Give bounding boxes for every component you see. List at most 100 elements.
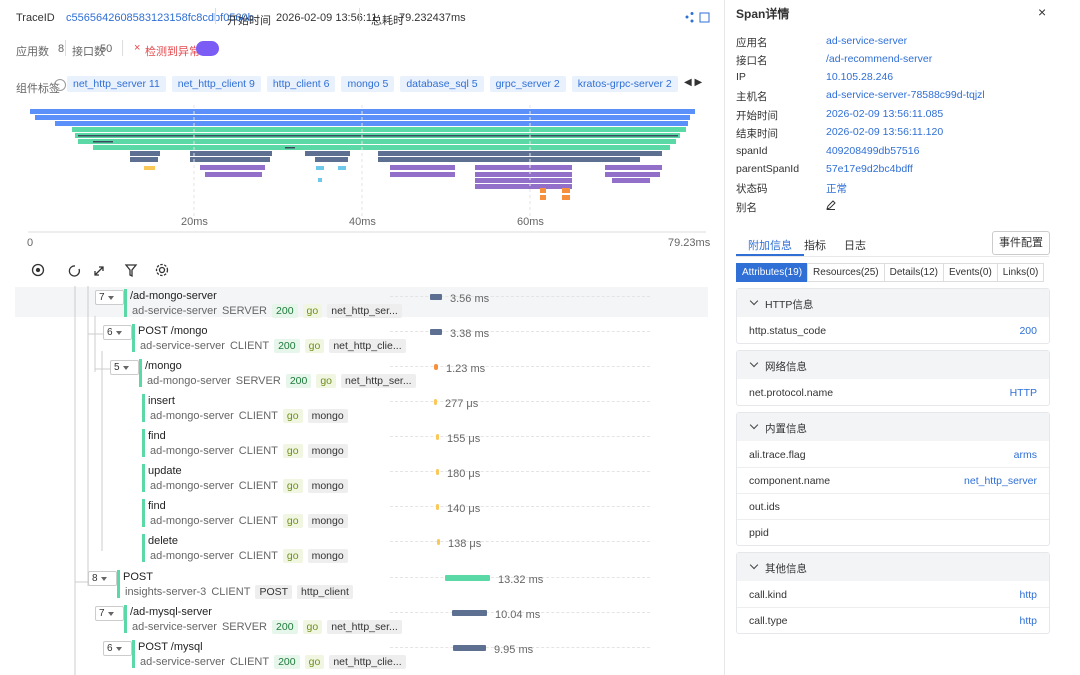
- span-bar-marker: [132, 324, 135, 352]
- tab[interactable]: 指标: [804, 240, 826, 252]
- subtab[interactable]: Attributes(19): [736, 263, 809, 282]
- span-name[interactable]: /ad-mongo-server: [130, 290, 217, 302]
- subtab[interactable]: Details(12): [883, 263, 944, 282]
- status-tag: 200: [274, 655, 300, 669]
- detail-title: Span详情: [736, 7, 790, 21]
- span-bar-marker: [142, 394, 145, 422]
- collapse-toggle[interactable]: 6: [103, 325, 132, 340]
- collapse-toggle[interactable]: 7: [95, 290, 124, 305]
- component-tag[interactable]: mongo 5: [341, 76, 395, 92]
- attr-key: ppid: [749, 527, 769, 539]
- kind: CLIENT: [229, 340, 270, 352]
- attr-value: arms: [1013, 449, 1037, 461]
- span-meta: ad-service-server CLIENT 200 go net_http_cli…: [140, 339, 411, 353]
- trace-label: TraceID: [16, 12, 55, 24]
- component-tag[interactable]: net_http_server 11: [67, 76, 166, 92]
- subtab[interactable]: Events(0): [942, 263, 998, 282]
- tab-line: [736, 256, 1049, 257]
- edit-icon[interactable]: [826, 200, 836, 210]
- row-divider: [737, 467, 1049, 468]
- section-header[interactable]: 网络信息: [737, 351, 1049, 379]
- field-label: 开始时间: [736, 110, 778, 122]
- field-label: IP: [736, 71, 746, 83]
- attr-key: out.ids: [749, 501, 780, 513]
- kind: CLIENT: [238, 410, 278, 422]
- attr-key: call.kind: [749, 589, 787, 601]
- subtab[interactable]: Resources(25): [807, 263, 885, 282]
- span-bar-marker: [124, 289, 127, 317]
- subtab[interactable]: Links(0): [996, 263, 1045, 282]
- section-header[interactable]: 其他信息: [737, 553, 1049, 581]
- collapse-toggle[interactable]: 7: [95, 606, 124, 621]
- section-header[interactable]: 内置信息: [737, 413, 1049, 441]
- lang-tag: go: [282, 444, 303, 458]
- span-name[interactable]: POST: [123, 571, 153, 583]
- row-divider: [737, 607, 1049, 608]
- span-bar-marker: [124, 605, 127, 633]
- duration-bar: [437, 539, 440, 545]
- section-title: 内置信息: [765, 423, 807, 435]
- span-name[interactable]: find: [148, 430, 166, 442]
- component-tag[interactable]: grpc_server 2: [489, 76, 566, 92]
- span-name[interactable]: delete: [148, 535, 178, 547]
- span-count: 6: [107, 643, 113, 654]
- ai-badge[interactable]: [196, 41, 219, 56]
- span-name[interactable]: POST /mysql: [138, 641, 203, 653]
- trace-id[interactable]: c5565642608583123158fc8cdbf0560b: [66, 12, 254, 24]
- span-meta: ad-mongo-server CLIENT go mongo: [150, 514, 353, 528]
- field-label: 别名: [736, 202, 757, 214]
- component-tag[interactable]: net_http_client 9: [171, 76, 261, 92]
- tag-list: net_http_server 11 net_http_client 9 http_…: [67, 76, 681, 92]
- attr-value: 200: [1019, 325, 1037, 337]
- field-label: 接口名: [736, 55, 768, 67]
- scroll-arrows[interactable]: ◀ ▶: [684, 77, 703, 88]
- tab-underline: [736, 254, 804, 256]
- span-name[interactable]: /ad-mysql-server: [130, 606, 212, 618]
- close-button[interactable]: ×: [1038, 4, 1047, 20]
- duration: 13.32 ms: [498, 574, 544, 586]
- component-tag[interactable]: kratos-grpc-server 2: [571, 76, 678, 92]
- collapse-toggle[interactable]: 5: [110, 360, 139, 375]
- duration-bar: [430, 329, 442, 335]
- event-config-button[interactable]: 事件配置: [992, 231, 1050, 255]
- span-name[interactable]: insert: [148, 395, 175, 407]
- field-value: ad-service-server: [826, 35, 908, 47]
- duration-bar: [452, 610, 487, 616]
- attr-value: http: [1019, 589, 1037, 601]
- section-header[interactable]: HTTP信息: [737, 289, 1049, 317]
- span-bar-marker: [139, 359, 142, 387]
- toolbar[interactable]: [30, 262, 175, 278]
- span-name[interactable]: update: [148, 465, 182, 477]
- axis-tick-label: 20ms: [181, 216, 208, 228]
- span-name[interactable]: POST /mongo: [138, 325, 208, 337]
- component-tag[interactable]: http_client 6: [266, 76, 336, 92]
- field-value: 10.105.28.246: [826, 71, 894, 83]
- span-name[interactable]: find: [148, 500, 166, 512]
- duration-bar: [436, 469, 439, 475]
- kind: CLIENT: [211, 586, 251, 598]
- collapse-toggle[interactable]: 6: [103, 641, 132, 656]
- caret: [108, 612, 114, 619]
- guide-line: [390, 366, 650, 367]
- section-title: 其他信息: [765, 563, 807, 575]
- help-icon[interactable]: [54, 79, 66, 91]
- span-count: 7: [99, 608, 105, 619]
- tab[interactable]: 日志: [844, 240, 866, 252]
- duration-bar: [434, 399, 437, 405]
- span-name[interactable]: /mongo: [145, 360, 182, 372]
- duration: 277 μs: [445, 398, 479, 410]
- share-icons[interactable]: [683, 11, 711, 24]
- lang-tag: go: [302, 620, 323, 634]
- anomaly[interactable]: 检测到异常: [145, 46, 200, 58]
- attr-key: call.type: [749, 615, 788, 627]
- lang-tag: go: [282, 479, 303, 493]
- service: ad-service-server: [132, 305, 217, 317]
- field-label: 结束时间: [736, 128, 778, 140]
- kind: CLIENT: [238, 550, 278, 562]
- collapse-toggle[interactable]: 8: [88, 571, 117, 586]
- component-tag[interactable]: database_sql 5: [400, 76, 484, 92]
- duration: 180 μs: [447, 468, 481, 480]
- span-count: 8: [92, 573, 98, 584]
- kind: SERVER: [235, 375, 281, 387]
- tab[interactable]: 附加信息: [748, 240, 792, 252]
